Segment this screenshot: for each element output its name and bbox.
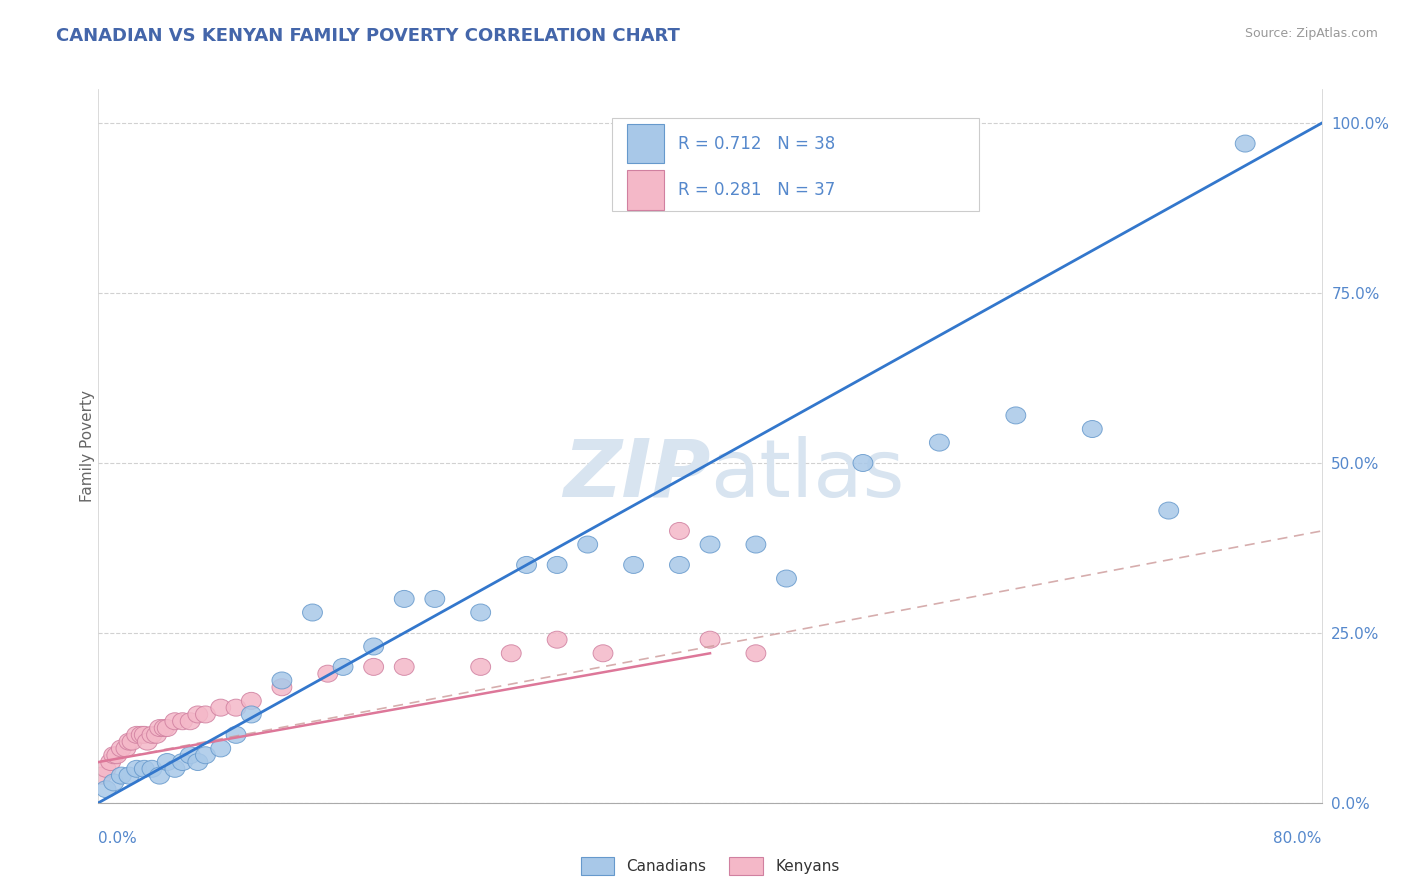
Ellipse shape	[91, 767, 111, 784]
Text: atlas: atlas	[710, 435, 904, 514]
Ellipse shape	[122, 733, 142, 750]
Text: R = 0.281   N = 37: R = 0.281 N = 37	[678, 181, 835, 199]
Text: R = 0.712   N = 38: R = 0.712 N = 38	[678, 135, 835, 153]
Ellipse shape	[1236, 135, 1256, 152]
Ellipse shape	[96, 760, 117, 777]
FancyBboxPatch shape	[627, 170, 664, 210]
Ellipse shape	[117, 740, 136, 757]
Ellipse shape	[747, 645, 766, 662]
Ellipse shape	[1159, 502, 1178, 519]
Ellipse shape	[394, 658, 415, 675]
Ellipse shape	[188, 754, 208, 771]
Ellipse shape	[157, 720, 177, 737]
Ellipse shape	[142, 760, 162, 777]
Text: 80.0%: 80.0%	[1274, 831, 1322, 847]
Ellipse shape	[1083, 420, 1102, 437]
Ellipse shape	[471, 604, 491, 621]
Ellipse shape	[211, 699, 231, 716]
Ellipse shape	[624, 557, 644, 574]
Ellipse shape	[120, 733, 139, 750]
Legend: Canadians, Kenyans: Canadians, Kenyans	[575, 851, 845, 880]
Ellipse shape	[394, 591, 415, 607]
Ellipse shape	[180, 747, 200, 764]
Ellipse shape	[165, 713, 184, 730]
Ellipse shape	[747, 536, 766, 553]
Ellipse shape	[107, 747, 127, 764]
Ellipse shape	[271, 679, 292, 696]
Ellipse shape	[146, 726, 166, 743]
Ellipse shape	[516, 557, 537, 574]
Ellipse shape	[776, 570, 796, 587]
Ellipse shape	[173, 754, 193, 771]
Ellipse shape	[271, 672, 292, 689]
Ellipse shape	[1005, 407, 1026, 424]
Ellipse shape	[195, 747, 215, 764]
Ellipse shape	[669, 523, 689, 540]
Text: 0.0%: 0.0%	[98, 831, 138, 847]
Ellipse shape	[111, 740, 131, 757]
Ellipse shape	[149, 767, 170, 784]
Y-axis label: Family Poverty: Family Poverty	[80, 390, 94, 502]
Ellipse shape	[173, 713, 193, 730]
Ellipse shape	[120, 767, 139, 784]
Ellipse shape	[471, 658, 491, 675]
Ellipse shape	[242, 692, 262, 709]
Ellipse shape	[127, 760, 146, 777]
Ellipse shape	[547, 557, 567, 574]
Ellipse shape	[138, 733, 157, 750]
Ellipse shape	[157, 754, 177, 771]
Ellipse shape	[142, 726, 162, 743]
FancyBboxPatch shape	[612, 118, 979, 211]
Ellipse shape	[853, 455, 873, 472]
Ellipse shape	[149, 720, 170, 737]
Ellipse shape	[593, 645, 613, 662]
Ellipse shape	[101, 754, 121, 771]
Ellipse shape	[188, 706, 208, 723]
Ellipse shape	[302, 604, 322, 621]
Ellipse shape	[135, 760, 155, 777]
Text: ZIP: ZIP	[562, 435, 710, 514]
Ellipse shape	[155, 720, 174, 737]
Ellipse shape	[111, 767, 131, 784]
Ellipse shape	[364, 658, 384, 675]
Ellipse shape	[131, 726, 152, 743]
Ellipse shape	[929, 434, 949, 451]
Ellipse shape	[242, 706, 262, 723]
Ellipse shape	[135, 726, 155, 743]
Ellipse shape	[180, 713, 200, 730]
Ellipse shape	[669, 557, 689, 574]
Ellipse shape	[195, 706, 215, 723]
Ellipse shape	[318, 665, 337, 682]
Ellipse shape	[211, 740, 231, 757]
Ellipse shape	[333, 658, 353, 675]
Text: CANADIAN VS KENYAN FAMILY POVERTY CORRELATION CHART: CANADIAN VS KENYAN FAMILY POVERTY CORREL…	[56, 27, 681, 45]
Ellipse shape	[127, 726, 146, 743]
FancyBboxPatch shape	[627, 124, 664, 163]
Ellipse shape	[700, 632, 720, 648]
Ellipse shape	[96, 780, 117, 797]
Ellipse shape	[104, 774, 124, 791]
Ellipse shape	[502, 645, 522, 662]
Ellipse shape	[104, 747, 124, 764]
Ellipse shape	[425, 591, 444, 607]
Ellipse shape	[700, 536, 720, 553]
Ellipse shape	[226, 699, 246, 716]
Ellipse shape	[364, 638, 384, 655]
Text: Source: ZipAtlas.com: Source: ZipAtlas.com	[1244, 27, 1378, 40]
Ellipse shape	[226, 726, 246, 743]
Ellipse shape	[547, 632, 567, 648]
Ellipse shape	[165, 760, 184, 777]
Ellipse shape	[578, 536, 598, 553]
